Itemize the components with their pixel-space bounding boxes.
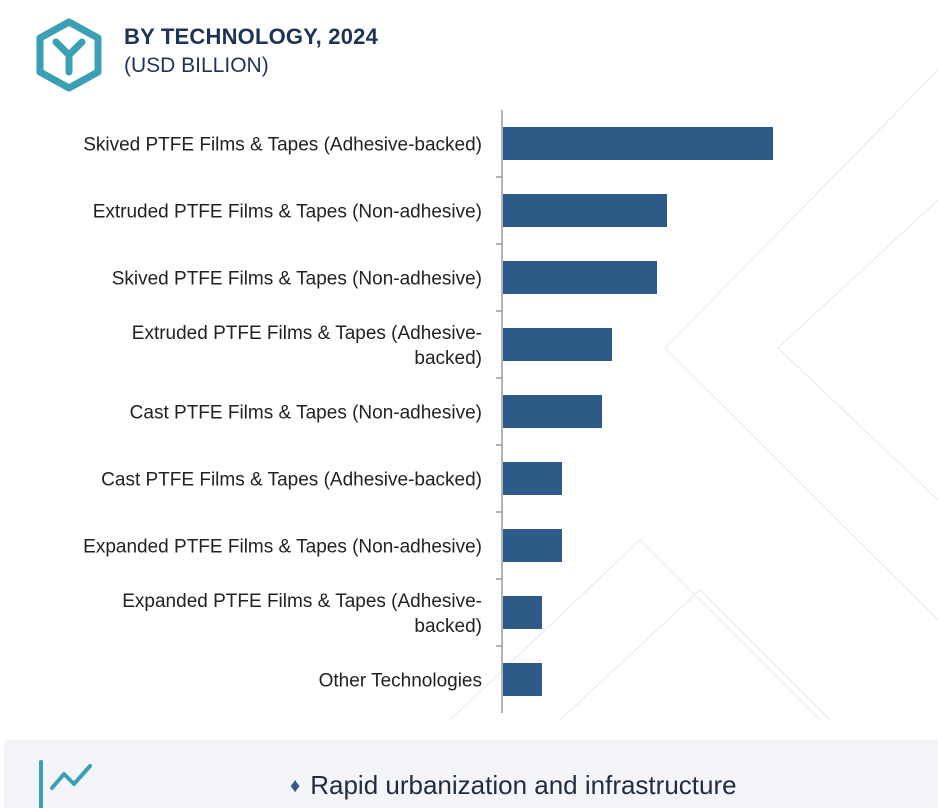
category-label: Expanded PTFE Films & Tapes (Adhesive-ba… (122, 591, 482, 637)
category-label-line: Cast PTFE Films & Tapes (Non-adhesive) (130, 403, 482, 424)
category-label-line: Skived PTFE Films & Tapes (Non-adhesive) (112, 269, 482, 290)
footer-text: ♦ Rapid urbanization and infrastructure (290, 770, 737, 801)
chart-subtitle: (USD BILLION) (124, 54, 269, 77)
bar-chart: Skived PTFE Films & Tapes (Adhesive-back… (83, 110, 773, 713)
category-label: Extruded PTFE Films & Tapes (Adhesive-ba… (132, 323, 482, 369)
category-label-line: backed) (414, 348, 482, 369)
category-label-line: Extruded PTFE Films & Tapes (Non-adhesiv… (93, 202, 482, 223)
background-decoration (449, 69, 938, 721)
bar (503, 462, 562, 495)
category-label: Skived PTFE Films & Tapes (Adhesive-back… (83, 135, 482, 156)
category-label-line: Other Technologies (319, 671, 482, 692)
category-label: Extruded PTFE Films & Tapes (Non-adhesiv… (93, 202, 482, 223)
category-label: Skived PTFE Films & Tapes (Non-adhesive) (112, 269, 482, 290)
bar (503, 261, 657, 294)
footer-text-label: Rapid urbanization and infrastructure (310, 770, 737, 800)
bar (503, 529, 562, 562)
category-label: Other Technologies (319, 671, 482, 692)
category-label-line: Expanded PTFE Films & Tapes (Adhesive- (122, 591, 482, 612)
category-label-line: Skived PTFE Films & Tapes (Adhesive-back… (83, 135, 482, 156)
trend-chart-icon (39, 760, 92, 808)
chart-title: BY TECHNOLOGY, 2024 (124, 24, 379, 49)
bar (503, 194, 667, 227)
category-label: Expanded PTFE Films & Tapes (Non-adhesiv… (83, 537, 482, 558)
category-label-line: backed) (414, 616, 482, 637)
bar (503, 596, 542, 629)
category-label-line: Cast PTFE Films & Tapes (Adhesive-backed… (101, 470, 482, 491)
logo-icon (36, 18, 102, 92)
category-label: Cast PTFE Films & Tapes (Adhesive-backed… (101, 470, 482, 491)
bar (503, 127, 773, 160)
bar (503, 328, 612, 361)
category-label-line: Expanded PTFE Films & Tapes (Non-adhesiv… (83, 537, 482, 558)
diamond-bullet-icon: ♦ (290, 775, 301, 797)
category-label: Cast PTFE Films & Tapes (Non-adhesive) (130, 403, 482, 424)
category-label-line: Extruded PTFE Films & Tapes (Adhesive- (132, 323, 482, 344)
bar (503, 663, 542, 696)
footer-panel: ♦ Rapid urbanization and infrastructure (4, 740, 938, 808)
bar (503, 395, 602, 428)
